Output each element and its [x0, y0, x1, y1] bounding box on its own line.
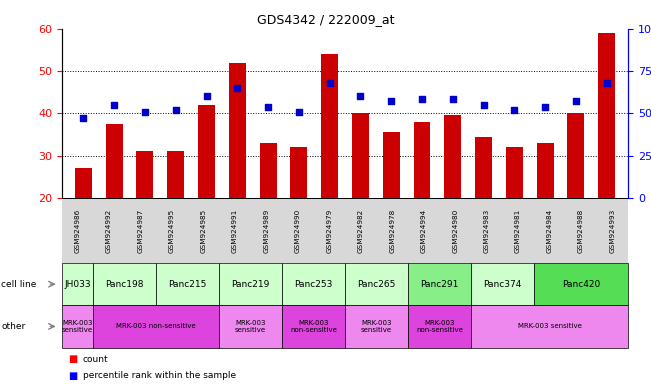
- Text: GSM924978: GSM924978: [389, 208, 395, 253]
- Text: Panc219: Panc219: [232, 280, 270, 289]
- Text: GSM924992: GSM924992: [106, 208, 112, 253]
- Text: JH033: JH033: [64, 280, 91, 289]
- Bar: [105, 124, 122, 198]
- Point: [540, 103, 550, 109]
- Text: ■: ■: [68, 371, 77, 381]
- Text: MRK-003 non-sensitive: MRK-003 non-sensitive: [117, 323, 196, 329]
- Bar: [137, 151, 154, 198]
- Bar: [536, 143, 553, 198]
- Point: [109, 102, 119, 108]
- Point: [232, 85, 243, 91]
- Text: GSM924979: GSM924979: [326, 208, 332, 253]
- Point: [386, 98, 396, 104]
- Text: Panc253: Panc253: [294, 280, 333, 289]
- Point: [417, 96, 427, 102]
- Bar: [229, 63, 246, 198]
- Bar: [260, 143, 277, 198]
- Text: cell line: cell line: [1, 280, 36, 289]
- Point: [509, 107, 519, 113]
- Text: GSM924988: GSM924988: [578, 208, 584, 253]
- Text: Panc198: Panc198: [105, 280, 144, 289]
- Bar: [475, 136, 492, 198]
- Text: GSM924986: GSM924986: [75, 208, 81, 253]
- Bar: [413, 122, 430, 198]
- Point: [324, 80, 335, 86]
- Bar: [290, 147, 307, 198]
- Text: GSM924985: GSM924985: [201, 208, 206, 253]
- Bar: [383, 132, 400, 198]
- Text: GSM924984: GSM924984: [547, 208, 553, 253]
- Point: [602, 80, 612, 86]
- Text: MRK-003
sensitive: MRK-003 sensitive: [235, 320, 266, 333]
- Text: Panc420: Panc420: [562, 280, 600, 289]
- Text: other: other: [1, 322, 25, 331]
- Bar: [598, 33, 615, 198]
- Point: [447, 96, 458, 102]
- Bar: [568, 113, 585, 198]
- Text: GSM924981: GSM924981: [515, 208, 521, 253]
- Bar: [75, 168, 92, 198]
- Bar: [352, 113, 369, 198]
- Text: GSM924991: GSM924991: [232, 208, 238, 253]
- Text: MRK-003
non-sensitive: MRK-003 non-sensitive: [416, 320, 463, 333]
- Text: MRK-003
non-sensitive: MRK-003 non-sensitive: [290, 320, 337, 333]
- Text: GSM924980: GSM924980: [452, 208, 458, 253]
- Point: [478, 102, 489, 108]
- Text: Panc374: Panc374: [483, 280, 521, 289]
- Point: [140, 109, 150, 115]
- Text: GSM924993: GSM924993: [609, 208, 615, 253]
- Text: GSM924987: GSM924987: [137, 208, 143, 253]
- Text: ■: ■: [68, 354, 77, 364]
- Text: GSM924982: GSM924982: [358, 208, 364, 253]
- Point: [171, 107, 181, 113]
- Text: Panc265: Panc265: [357, 280, 396, 289]
- Point: [78, 114, 89, 121]
- Point: [201, 93, 212, 99]
- Text: MRK-003
sensitive: MRK-003 sensitive: [361, 320, 392, 333]
- Point: [571, 98, 581, 104]
- Text: GSM924994: GSM924994: [421, 208, 426, 253]
- Text: Panc215: Panc215: [169, 280, 207, 289]
- Bar: [167, 151, 184, 198]
- Text: percentile rank within the sample: percentile rank within the sample: [83, 371, 236, 380]
- Text: Panc291: Panc291: [421, 280, 458, 289]
- Point: [263, 103, 273, 109]
- Bar: [444, 115, 461, 198]
- Text: count: count: [83, 354, 108, 364]
- Text: MRK-003 sensitive: MRK-003 sensitive: [518, 323, 581, 329]
- Text: GSM924989: GSM924989: [264, 208, 270, 253]
- Text: GSM924990: GSM924990: [295, 208, 301, 253]
- Point: [355, 93, 366, 99]
- Bar: [321, 54, 338, 198]
- Text: GSM924995: GSM924995: [169, 208, 175, 253]
- Text: GDS4342 / 222009_at: GDS4342 / 222009_at: [256, 13, 395, 26]
- Bar: [506, 147, 523, 198]
- Text: GSM924983: GSM924983: [484, 208, 490, 253]
- Point: [294, 109, 304, 115]
- Bar: [198, 105, 215, 198]
- Text: MRK-003
sensitive: MRK-003 sensitive: [62, 320, 93, 333]
